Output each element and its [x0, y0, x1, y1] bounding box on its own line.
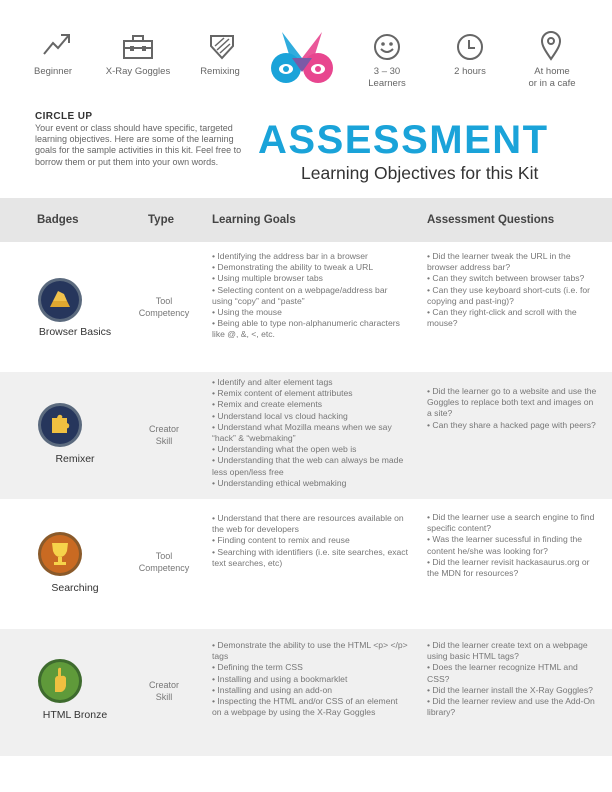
smiley-icon: [374, 34, 400, 60]
badge-type: Creator Skill: [148, 680, 179, 702]
table-header: Badges Type Learning Goals Assessment Qu…: [0, 198, 612, 242]
assessment-questions: • Did the learner create text on a webpa…: [427, 640, 595, 718]
badge-name: HTML Bronze: [42, 709, 108, 721]
browser-basics-badge-icon: [38, 278, 82, 322]
top-info-bar: Beginner X-Ray Goggles Remixing 3 – 30 L…: [0, 0, 612, 100]
time-label: 2 hours: [454, 66, 486, 77]
badge-type: Creator Skill: [148, 424, 179, 446]
circle-up-heading: CIRCLE UP: [35, 111, 93, 122]
learners-label: 3 – 30 Learners: [368, 66, 406, 89]
html-bronze-badge-icon: [38, 659, 82, 703]
map-pin-icon: [540, 31, 562, 61]
toolbox-icon: [123, 35, 153, 59]
table-row: Remixer Creator Skill • Identify and alt…: [0, 372, 612, 499]
searching-badge-icon: [38, 532, 82, 576]
assessment-questions: • Did the learner use a search engine to…: [427, 512, 595, 579]
page-subtitle: Learning Objectives for this Kit: [301, 163, 539, 183]
table-row: HTML Bronze Creator Skill • Demonstrate …: [0, 629, 612, 756]
badge-name: Browser Basics: [38, 326, 112, 338]
webmaker-logo: [271, 32, 333, 83]
page-title: ASSESSMENT: [258, 118, 549, 162]
assessment-questions: • Did the learner go to a website and us…: [427, 386, 597, 430]
badge-name: Remixer: [55, 453, 95, 465]
header-type: Type: [148, 214, 174, 226]
remixer-badge-icon: [38, 403, 82, 447]
table-row: Searching Tool Competency • Understand t…: [0, 499, 612, 629]
header-badges: Badges: [37, 214, 79, 226]
location-label: At home or in a cafe: [528, 66, 576, 89]
learning-goals: • Identifying the address bar in a brows…: [212, 251, 400, 340]
clock-icon: [457, 34, 483, 60]
skill-label: Remixing: [200, 66, 240, 77]
learning-goals: • Understand that there are resources av…: [212, 513, 408, 568]
level-label: Beginner: [33, 66, 73, 77]
badge-type: Tool Competency: [138, 296, 190, 318]
header-learning-goals: Learning Goals: [212, 214, 296, 226]
circle-up-text: Your event or class should have specific…: [35, 123, 242, 167]
assessment-questions: • Did the learner tweak the URL in the b…: [427, 251, 591, 329]
badge-name: Searching: [51, 582, 99, 594]
learning-goals: • Demonstrate the ability to use the HTM…: [212, 640, 408, 718]
trend-up-icon: [43, 34, 70, 55]
table-row: Browser Basics Tool Competency • Identif…: [0, 242, 612, 372]
shield-icon: [210, 35, 234, 60]
tool-label: X-Ray Goggles: [105, 66, 171, 77]
header-assessment-questions: Assessment Questions: [427, 214, 555, 226]
learning-goals: • Identify and alter element tags • Remi…: [212, 377, 404, 488]
badge-type: Tool Competency: [138, 551, 190, 573]
